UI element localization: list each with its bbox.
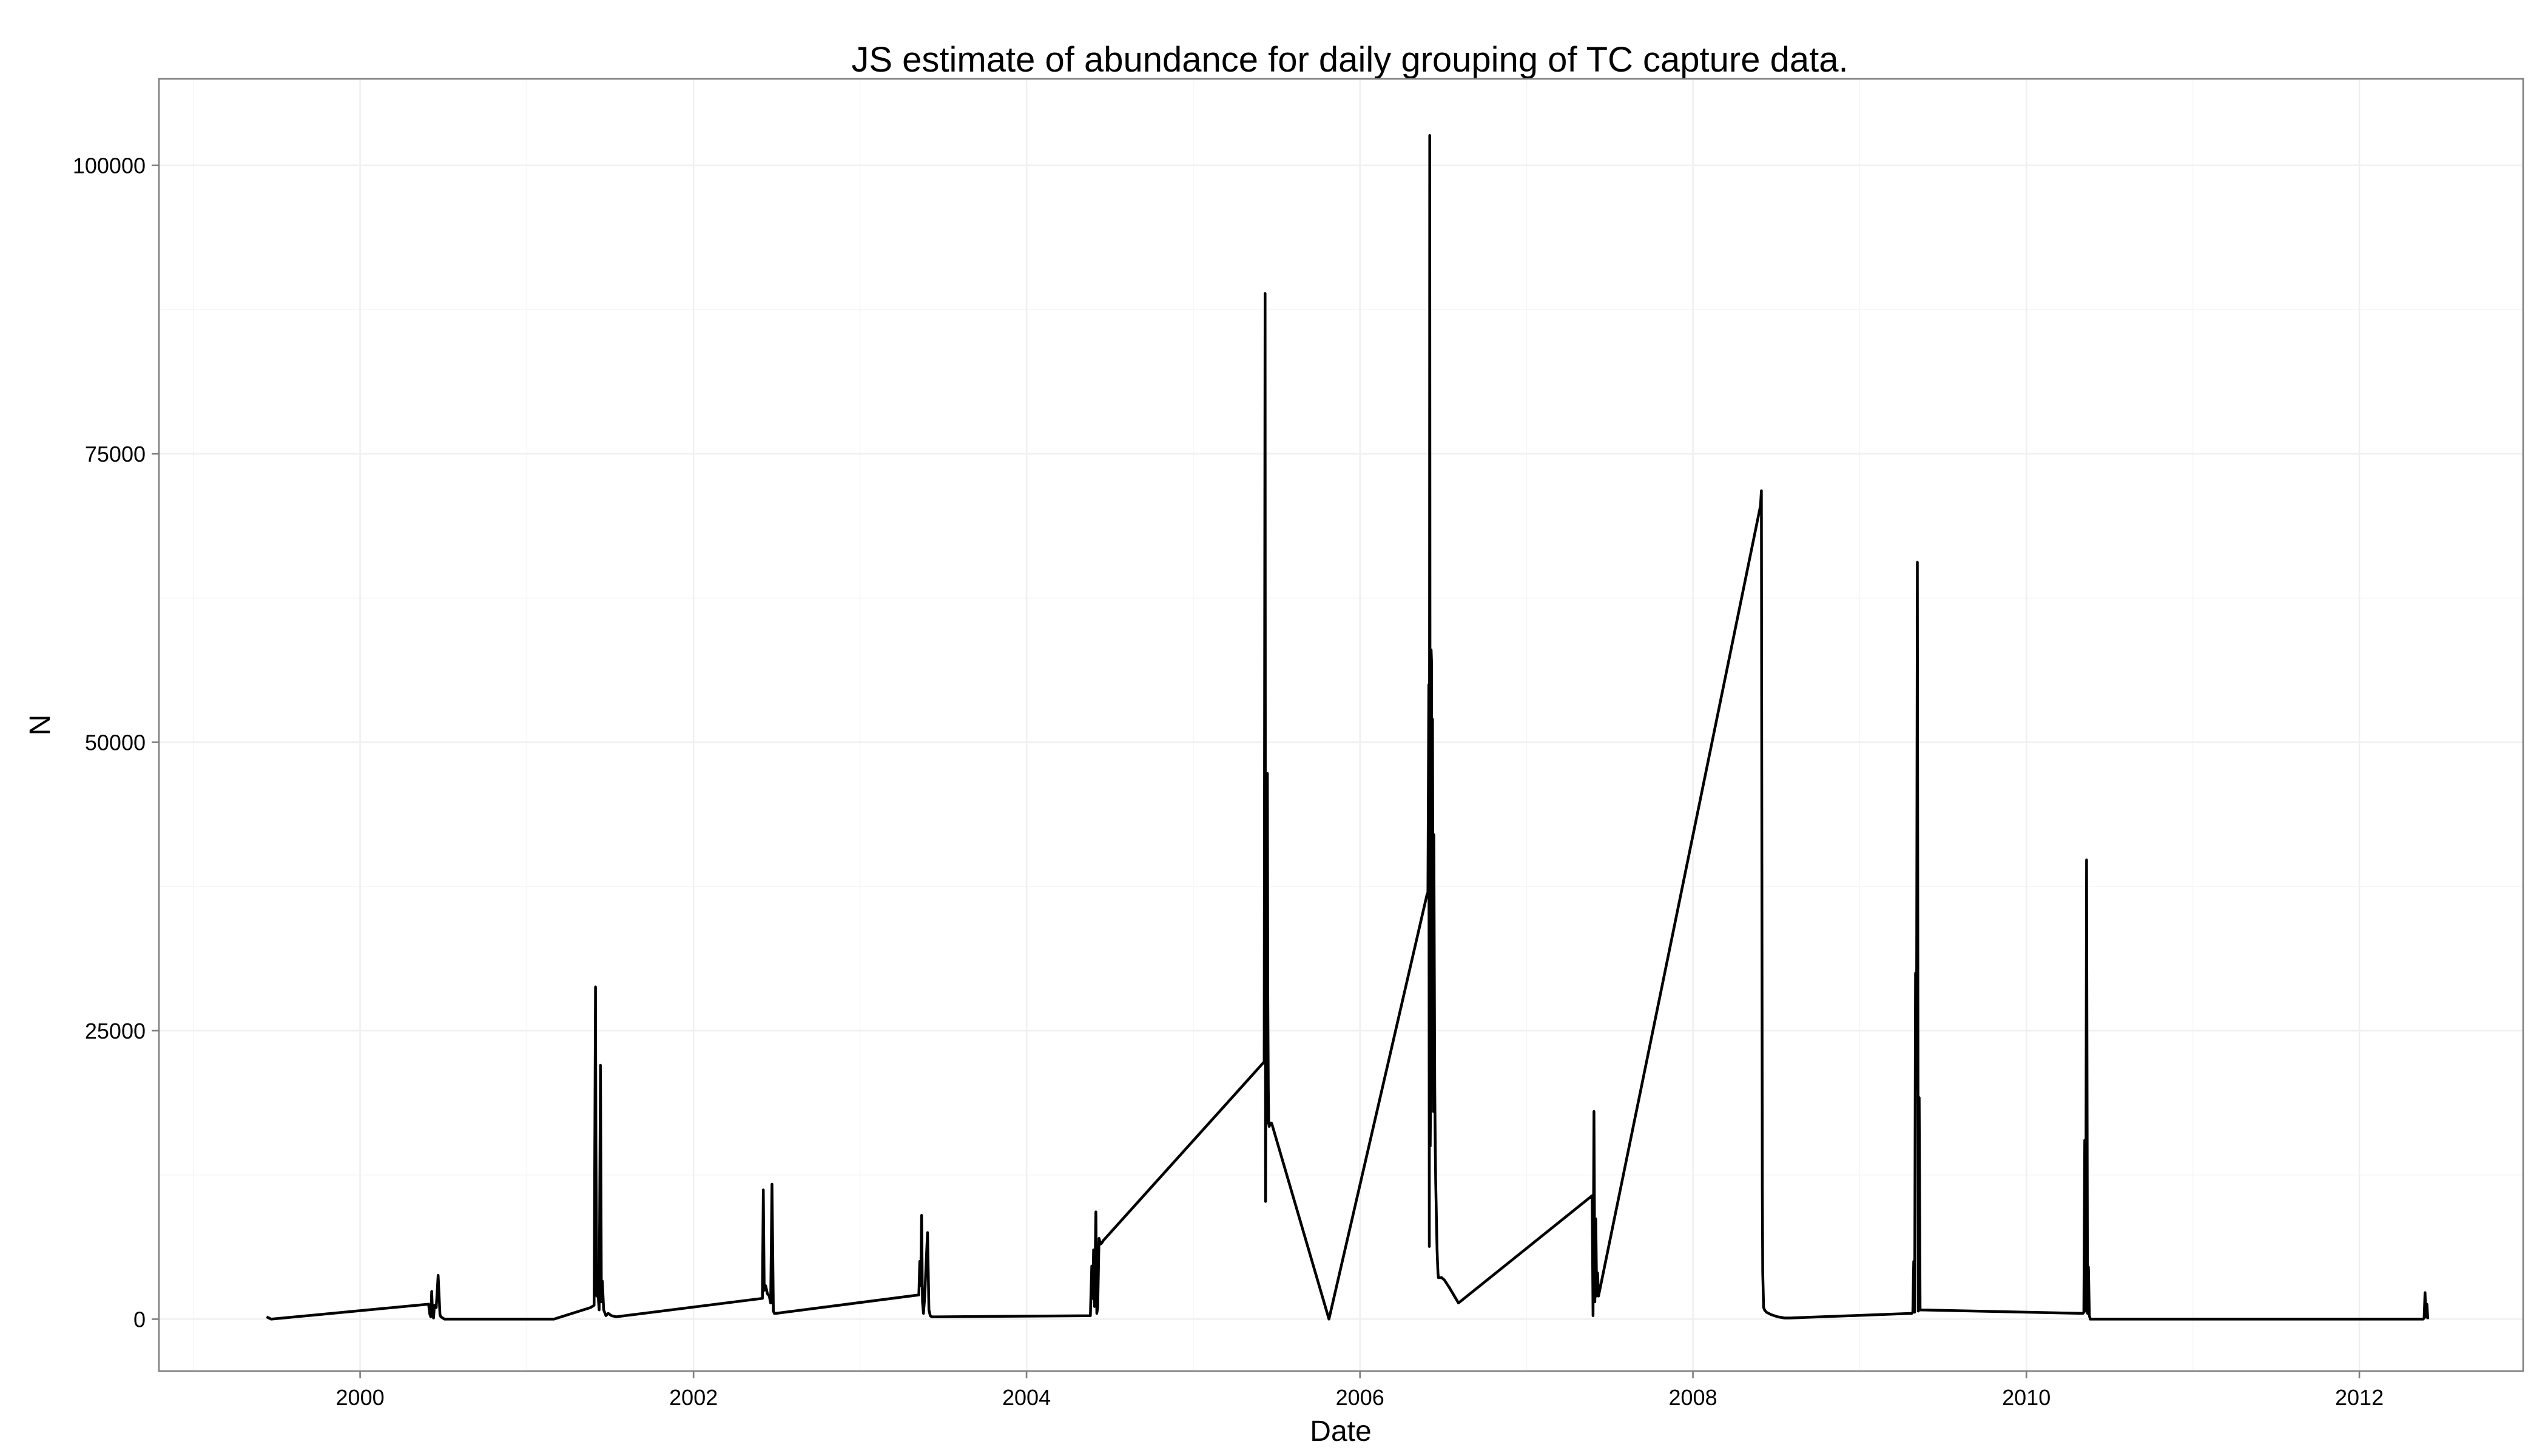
y-tick-label: 50000 <box>85 730 146 755</box>
y-axis-tick-labels: 0 25000 50000 75000 100000 <box>73 153 146 1332</box>
x-tick-label: 2010 <box>2002 1385 2051 1410</box>
chart-title: JS estimate of abundance for daily group… <box>851 40 1848 79</box>
plot-panel-background <box>159 79 2523 1371</box>
y-tick-label: 100000 <box>73 153 146 178</box>
y-tick-label: 25000 <box>85 1019 146 1043</box>
plot-panel-border <box>158 78 2524 1372</box>
x-axis-title: Date <box>1310 1415 1371 1448</box>
y-tick-label: 0 <box>133 1307 146 1332</box>
axis-ticks <box>152 164 2361 1378</box>
x-tick-label: 2006 <box>1336 1385 1384 1410</box>
series-layer <box>266 133 2430 1321</box>
y-axis-title: N <box>24 715 56 736</box>
abundance-series-line <box>266 133 2430 1321</box>
x-tick-label: 2012 <box>2335 1385 2384 1410</box>
x-tick-label: 2008 <box>1669 1385 1717 1410</box>
x-tick-label: 2004 <box>1002 1385 1051 1410</box>
y-tick-label: 75000 <box>85 442 146 467</box>
x-axis-tick-labels: 2000 2002 2004 2006 2008 2010 2012 <box>336 1385 2384 1410</box>
x-tick-label: 2000 <box>336 1385 385 1410</box>
x-tick-label: 2002 <box>669 1385 718 1410</box>
